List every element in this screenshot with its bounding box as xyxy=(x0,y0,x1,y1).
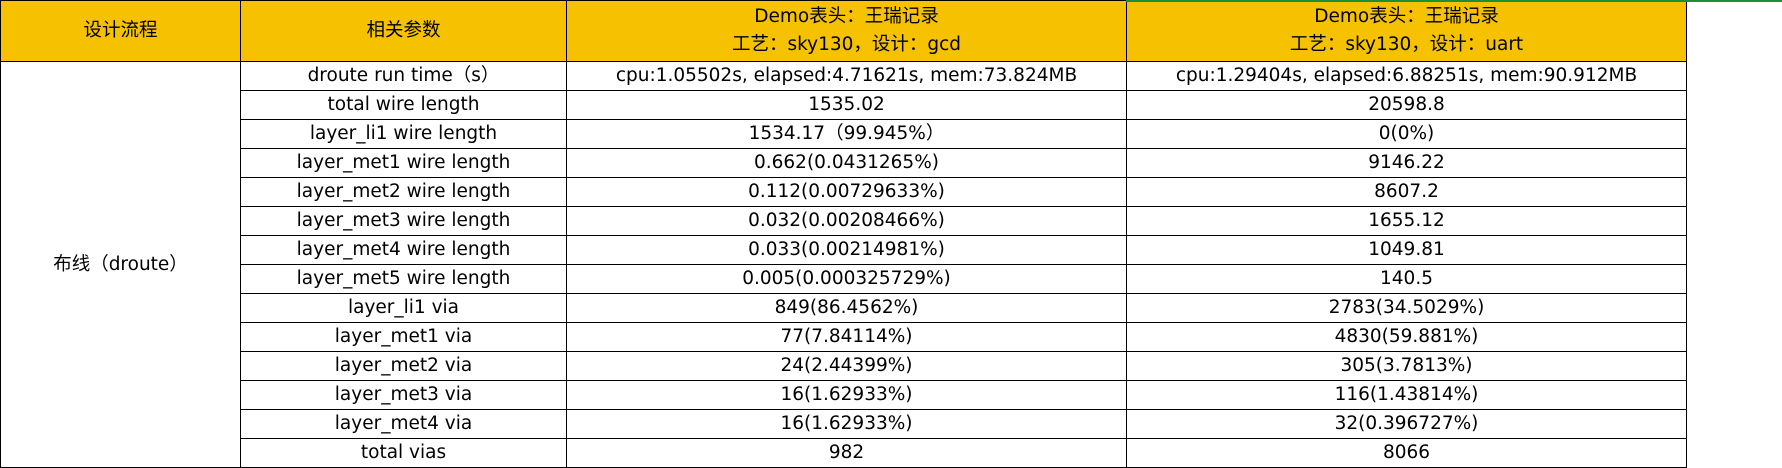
selection-border xyxy=(1126,0,1782,2)
param-cell[interactable]: layer_met3 via xyxy=(241,381,567,410)
empty-cell[interactable] xyxy=(1687,236,1782,265)
header-gcd-line2: 工艺：sky130，设计：gcd xyxy=(567,31,1126,59)
param-cell[interactable]: layer_met4 wire length xyxy=(241,236,567,265)
gcd-value-cell[interactable]: 0.112(0.00729633%) xyxy=(567,178,1127,207)
uart-value-cell[interactable]: 20598.8 xyxy=(1127,91,1687,120)
header-uart-line1: Demo表头：王瑞记录 xyxy=(1127,3,1686,31)
gcd-value-cell[interactable]: 849(86.4562%) xyxy=(567,294,1127,323)
param-cell[interactable]: layer_met2 via xyxy=(241,352,567,381)
param-cell[interactable]: layer_met2 wire length xyxy=(241,178,567,207)
param-cell[interactable]: layer_met3 wire length xyxy=(241,207,567,236)
gcd-value-cell[interactable]: 1534.17（99.945%） xyxy=(567,120,1127,149)
gcd-value-cell[interactable]: 0.033(0.00214981%) xyxy=(567,236,1127,265)
uart-value-cell[interactable]: 116(1.43814%) xyxy=(1127,381,1687,410)
param-cell[interactable]: layer_li1 wire length xyxy=(241,120,567,149)
header-row: 设计流程 相关参数 Demo表头：王瑞记录 工艺：sky130，设计：gcd D… xyxy=(1,1,1782,62)
uart-value-cell[interactable]: 4830(59.881%) xyxy=(1127,323,1687,352)
table-body: 布线（droute）droute run time（s）cpu:1.05502s… xyxy=(1,62,1782,468)
uart-value-cell[interactable]: 8066 xyxy=(1127,439,1687,468)
uart-value-cell[interactable]: 32(0.396727%) xyxy=(1127,410,1687,439)
uart-value-cell[interactable]: 140.5 xyxy=(1127,265,1687,294)
header-gcd[interactable]: Demo表头：王瑞记录 工艺：sky130，设计：gcd xyxy=(567,1,1127,62)
empty-cell[interactable] xyxy=(1687,381,1782,410)
empty-cell[interactable] xyxy=(1687,294,1782,323)
empty-cell[interactable] xyxy=(1687,323,1782,352)
gcd-value-cell[interactable]: 0.005(0.000325729%) xyxy=(567,265,1127,294)
param-cell[interactable]: layer_met4 via xyxy=(241,410,567,439)
param-cell[interactable]: layer_met1 wire length xyxy=(241,149,567,178)
uart-value-cell[interactable]: 0(0%) xyxy=(1127,120,1687,149)
uart-value-cell[interactable]: cpu:1.29404s, elapsed:6.88251s, mem:90.9… xyxy=(1127,62,1687,91)
empty-cell[interactable] xyxy=(1687,149,1782,178)
empty-cell[interactable] xyxy=(1687,265,1782,294)
uart-value-cell[interactable]: 2783(34.5029%) xyxy=(1127,294,1687,323)
header-empty-cell[interactable] xyxy=(1687,1,1782,62)
gcd-value-cell[interactable]: 982 xyxy=(567,439,1127,468)
uart-value-cell[interactable]: 1049.81 xyxy=(1127,236,1687,265)
empty-cell[interactable] xyxy=(1687,352,1782,381)
param-cell[interactable]: droute run time（s） xyxy=(241,62,567,91)
uart-value-cell[interactable]: 1655.12 xyxy=(1127,207,1687,236)
gcd-value-cell[interactable]: 16(1.62933%) xyxy=(567,410,1127,439)
gcd-value-cell[interactable]: 16(1.62933%) xyxy=(567,381,1127,410)
gcd-value-cell[interactable]: 0.032(0.00208466%) xyxy=(567,207,1127,236)
gcd-value-cell[interactable]: cpu:1.05502s, elapsed:4.71621s, mem:73.8… xyxy=(567,62,1127,91)
empty-cell[interactable] xyxy=(1687,178,1782,207)
gcd-value-cell[interactable]: 1535.02 xyxy=(567,91,1127,120)
uart-value-cell[interactable]: 305(3.7813%) xyxy=(1127,352,1687,381)
header-uart[interactable]: Demo表头：王瑞记录 工艺：sky130，设计：uart xyxy=(1127,1,1687,62)
param-cell[interactable]: total wire length xyxy=(241,91,567,120)
empty-cell[interactable] xyxy=(1687,439,1782,468)
empty-cell[interactable] xyxy=(1687,207,1782,236)
empty-cell[interactable] xyxy=(1687,91,1782,120)
uart-value-cell[interactable]: 8607.2 xyxy=(1127,178,1687,207)
gcd-value-cell[interactable]: 24(2.44399%) xyxy=(567,352,1127,381)
gcd-value-cell[interactable]: 77(7.84114%) xyxy=(567,323,1127,352)
empty-cell[interactable] xyxy=(1687,120,1782,149)
header-params[interactable]: 相关参数 xyxy=(241,1,567,62)
header-design-flow[interactable]: 设计流程 xyxy=(1,1,241,62)
param-cell[interactable]: layer_met1 via xyxy=(241,323,567,352)
header-gcd-line1: Demo表头：王瑞记录 xyxy=(567,3,1126,31)
param-cell[interactable]: total vias xyxy=(241,439,567,468)
param-cell[interactable]: layer_met5 wire length xyxy=(241,265,567,294)
stage-cell[interactable]: 布线（droute） xyxy=(1,62,241,468)
empty-cell[interactable] xyxy=(1687,410,1782,439)
uart-value-cell[interactable]: 9146.22 xyxy=(1127,149,1687,178)
table-row: 布线（droute）droute run time（s）cpu:1.05502s… xyxy=(1,62,1782,91)
param-cell[interactable]: layer_li1 via xyxy=(241,294,567,323)
empty-cell[interactable] xyxy=(1687,62,1782,91)
header-uart-line2: 工艺：sky130，设计：uart xyxy=(1127,31,1686,59)
gcd-value-cell[interactable]: 0.662(0.0431265%) xyxy=(567,149,1127,178)
